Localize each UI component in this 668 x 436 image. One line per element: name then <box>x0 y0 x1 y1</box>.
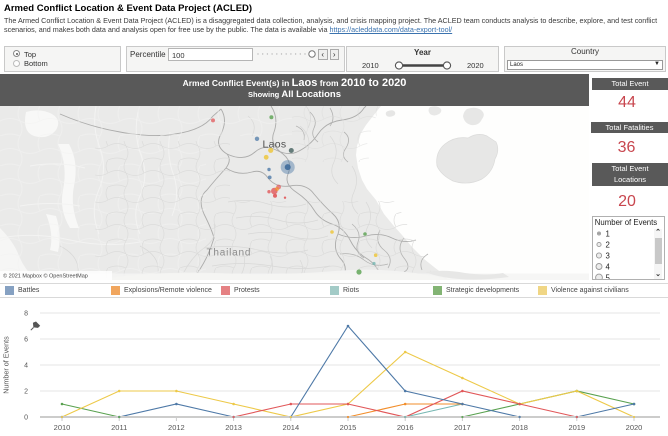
svg-text:© 2021 Mapbox © OpenStreetMap: © 2021 Mapbox © OpenStreetMap <box>3 273 88 280</box>
svg-text:Number of Events: Number of Events <box>2 336 11 394</box>
svg-text:2014: 2014 <box>282 423 299 432</box>
svg-text:Laos: Laos <box>263 139 287 151</box>
svg-text:2015: 2015 <box>340 423 357 432</box>
svg-text:2020: 2020 <box>626 423 643 432</box>
svg-text:0: 0 <box>24 415 28 422</box>
svg-text:3: 3 <box>606 251 610 260</box>
svg-text:6: 6 <box>24 337 28 344</box>
svg-text:8: 8 <box>24 311 28 318</box>
svg-text:2013: 2013 <box>225 423 242 432</box>
svg-text:2017: 2017 <box>454 423 471 432</box>
svg-text:2018: 2018 <box>511 423 528 432</box>
svg-text:2016: 2016 <box>397 423 414 432</box>
svg-text:4: 4 <box>24 363 28 370</box>
svg-text:2012: 2012 <box>168 423 185 432</box>
svg-text:2: 2 <box>606 240 610 249</box>
svg-text:2019: 2019 <box>568 423 585 432</box>
svg-text:4: 4 <box>606 262 611 271</box>
svg-text:2011: 2011 <box>111 423 127 432</box>
svg-text:2: 2 <box>24 389 28 396</box>
svg-text:Thailand: Thailand <box>207 248 252 259</box>
svg-text:2010: 2010 <box>54 423 71 432</box>
svg-text:1: 1 <box>606 229 610 238</box>
svg-text:5: 5 <box>606 273 611 279</box>
